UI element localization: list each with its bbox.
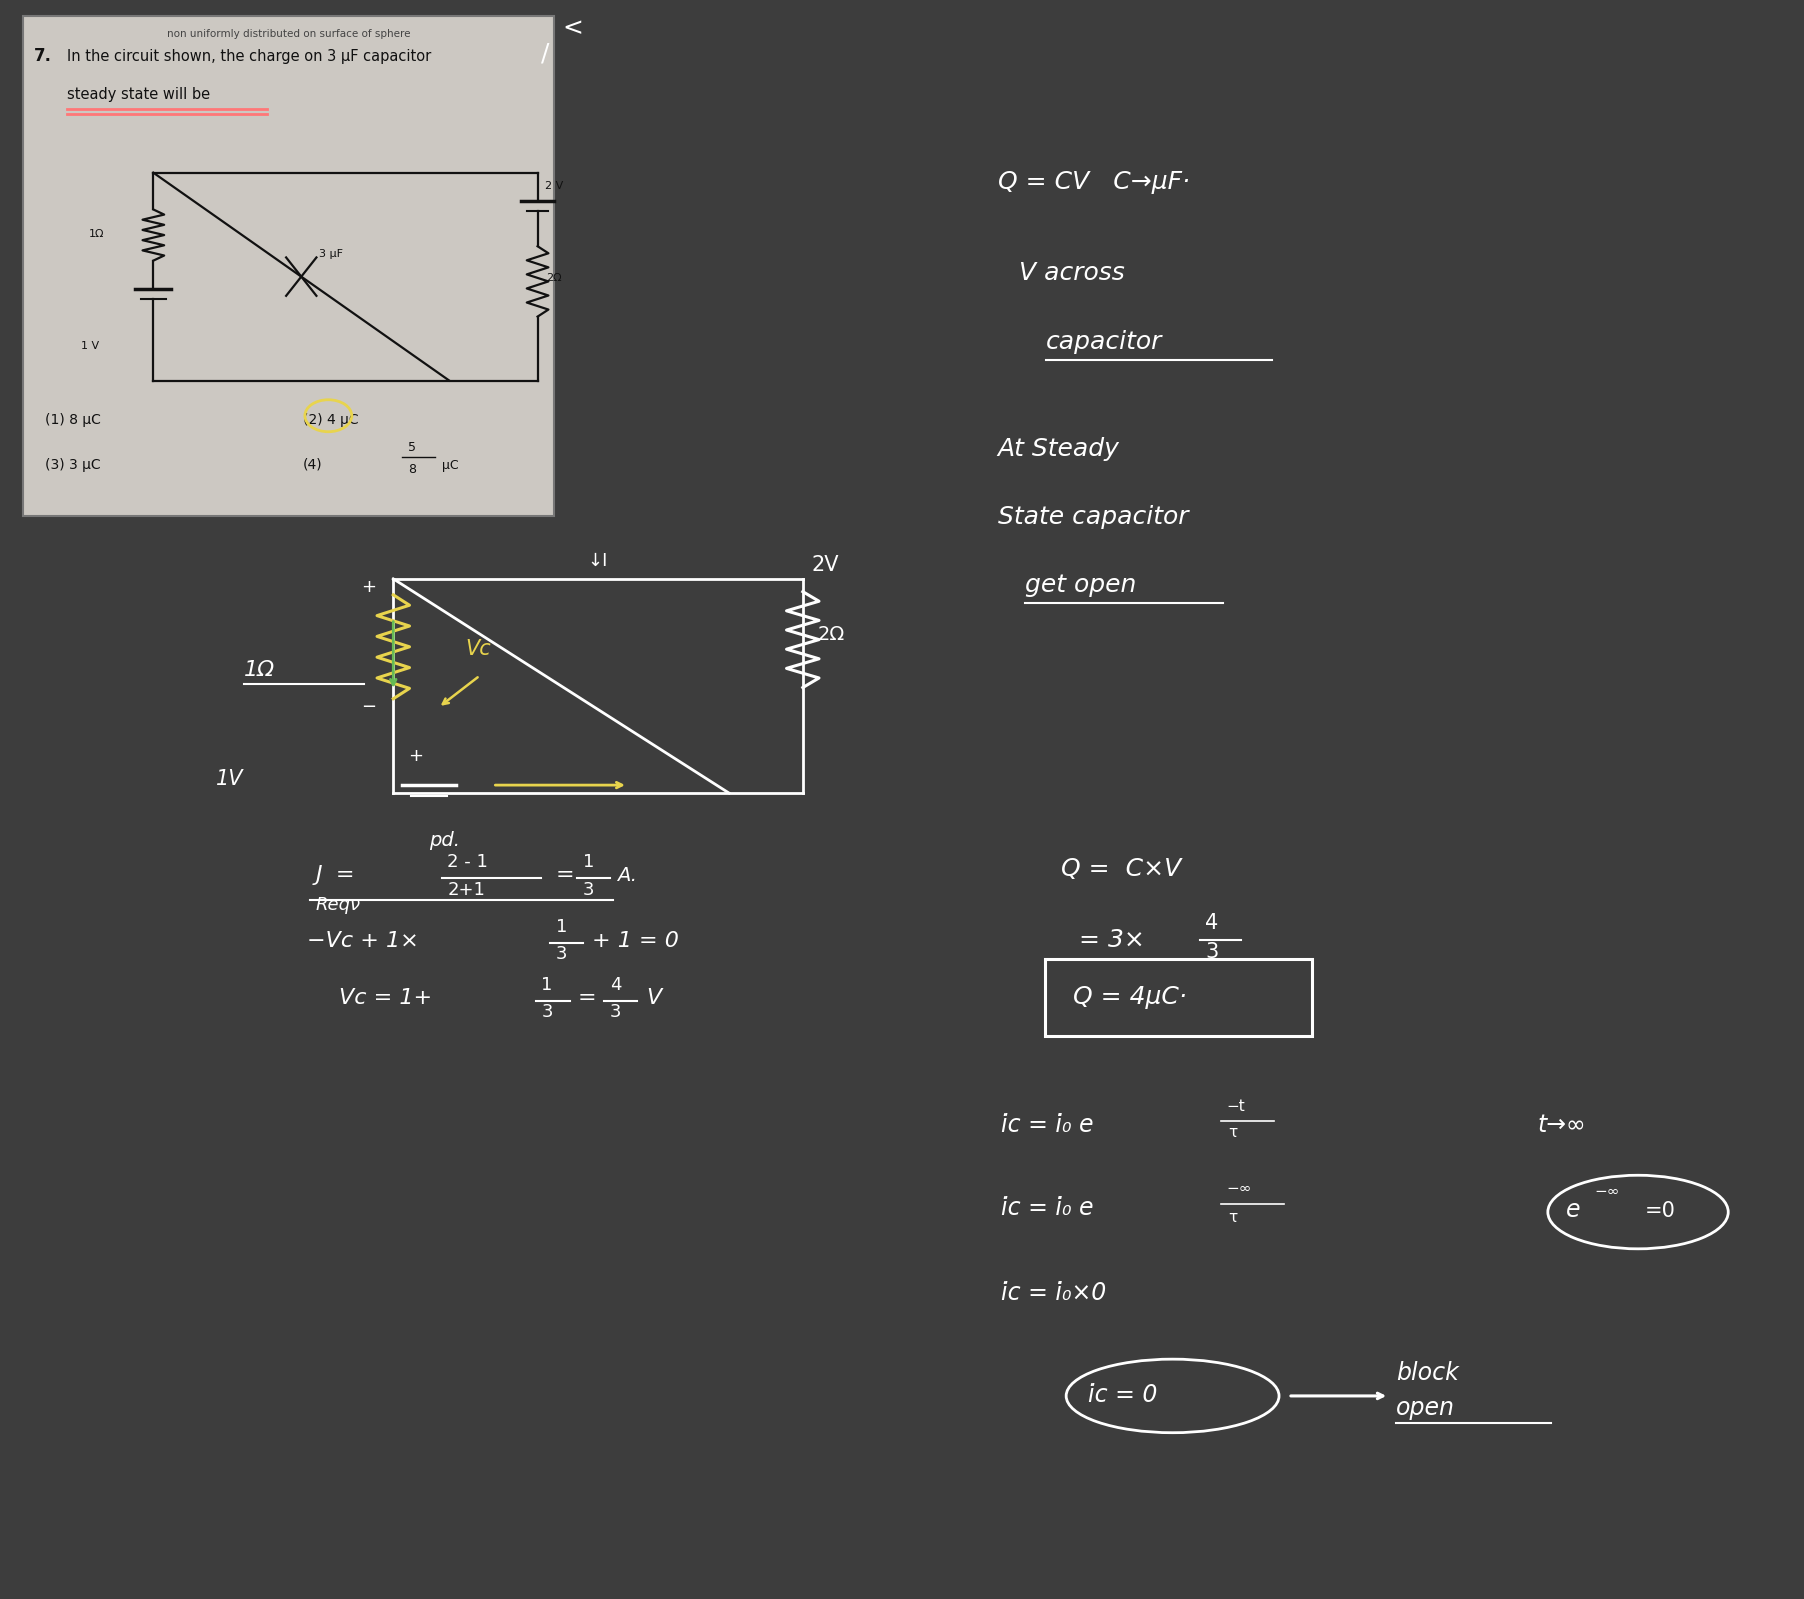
Text: 3: 3: [1205, 942, 1218, 963]
Text: 2Ω: 2Ω: [817, 625, 844, 644]
Text: State capacitor: State capacitor: [998, 505, 1189, 529]
Text: 4: 4: [1205, 913, 1218, 934]
Text: get open: get open: [1025, 572, 1137, 596]
Text: i̇c = i̇₀×0: i̇c = i̇₀×0: [1001, 1281, 1106, 1305]
FancyBboxPatch shape: [23, 16, 554, 516]
Text: =: =: [577, 988, 595, 1009]
Text: 4: 4: [610, 975, 621, 995]
Text: V across: V across: [1019, 261, 1126, 285]
Text: τ: τ: [1229, 1124, 1238, 1140]
Text: 2+1: 2+1: [447, 881, 485, 900]
Text: 2 V: 2 V: [545, 181, 563, 190]
Text: i̇c = i̇₀ e: i̇c = i̇₀ e: [1001, 1113, 1093, 1137]
Text: 3: 3: [583, 881, 594, 900]
Text: 8: 8: [408, 464, 415, 477]
Text: ↓I: ↓I: [586, 552, 608, 571]
Text: /: /: [541, 42, 550, 66]
Text: Q = 4μC·: Q = 4μC·: [1073, 985, 1187, 1009]
Text: = 3×: = 3×: [1079, 927, 1146, 951]
Text: block: block: [1396, 1361, 1459, 1385]
Text: 5: 5: [408, 441, 415, 454]
Text: −: −: [361, 697, 375, 716]
Text: 2 - 1: 2 - 1: [447, 852, 489, 871]
Text: (2) 4 μC: (2) 4 μC: [303, 413, 359, 427]
Text: t→∞: t→∞: [1537, 1113, 1586, 1137]
Text: =0: =0: [1645, 1201, 1676, 1222]
Text: In the circuit shown, the charge on 3 μF capacitor: In the circuit shown, the charge on 3 μF…: [67, 48, 431, 64]
Text: 3: 3: [610, 1003, 621, 1022]
Text: 1: 1: [583, 852, 594, 871]
Text: +: +: [361, 577, 375, 596]
Text: Reqν: Reqν: [316, 895, 361, 915]
Text: 1Ω: 1Ω: [244, 660, 274, 681]
Text: τ: τ: [1229, 1209, 1238, 1225]
Text: 1Ω: 1Ω: [88, 229, 105, 238]
Text: open: open: [1396, 1396, 1456, 1420]
Text: i̇c = i̇₀ e: i̇c = i̇₀ e: [1001, 1196, 1093, 1220]
Text: +: +: [408, 747, 422, 766]
Text: 3 μF: 3 μF: [319, 249, 343, 259]
Text: 2V: 2V: [812, 555, 839, 576]
Text: 3: 3: [541, 1003, 552, 1022]
Text: i̇c = 0: i̇c = 0: [1088, 1383, 1156, 1407]
Text: 2Ω: 2Ω: [547, 273, 563, 283]
Text: =: =: [556, 865, 574, 886]
Text: 1V: 1V: [216, 769, 244, 790]
Text: (3) 3 μC: (3) 3 μC: [45, 457, 101, 472]
Text: A.: A.: [617, 867, 637, 886]
Text: 1: 1: [556, 918, 566, 937]
Text: 7.: 7.: [34, 46, 52, 66]
Text: −t: −t: [1227, 1099, 1245, 1115]
Text: capacitor: capacitor: [1046, 329, 1164, 353]
Text: At Steady: At Steady: [998, 437, 1120, 461]
Text: Q =  C×V: Q = C×V: [1061, 857, 1182, 881]
Text: Vc: Vc: [465, 638, 491, 659]
Text: pd.: pd.: [429, 831, 460, 851]
Text: e: e: [1566, 1198, 1580, 1222]
Text: V: V: [646, 988, 660, 1009]
Text: + 1 = 0: + 1 = 0: [592, 931, 678, 951]
Text: Vc = 1+: Vc = 1+: [339, 988, 433, 1009]
Text: 1: 1: [541, 975, 552, 995]
Text: −Vc + 1×: −Vc + 1×: [307, 931, 419, 951]
Text: (4): (4): [303, 457, 323, 472]
Text: 3: 3: [556, 945, 566, 964]
Text: μC: μC: [442, 459, 458, 472]
Text: 1 V: 1 V: [81, 341, 99, 350]
Text: steady state will be: steady state will be: [67, 86, 209, 102]
Text: non uniformly distributed on surface of sphere: non uniformly distributed on surface of …: [168, 29, 410, 38]
Text: Q = CV   C→μF·: Q = CV C→μF·: [998, 169, 1189, 193]
Text: J  =: J =: [316, 865, 355, 886]
Text: (1) 8 μC: (1) 8 μC: [45, 413, 101, 427]
Text: −∞: −∞: [1227, 1180, 1252, 1196]
Text: <: <: [563, 16, 584, 40]
Text: −∞: −∞: [1595, 1183, 1620, 1199]
